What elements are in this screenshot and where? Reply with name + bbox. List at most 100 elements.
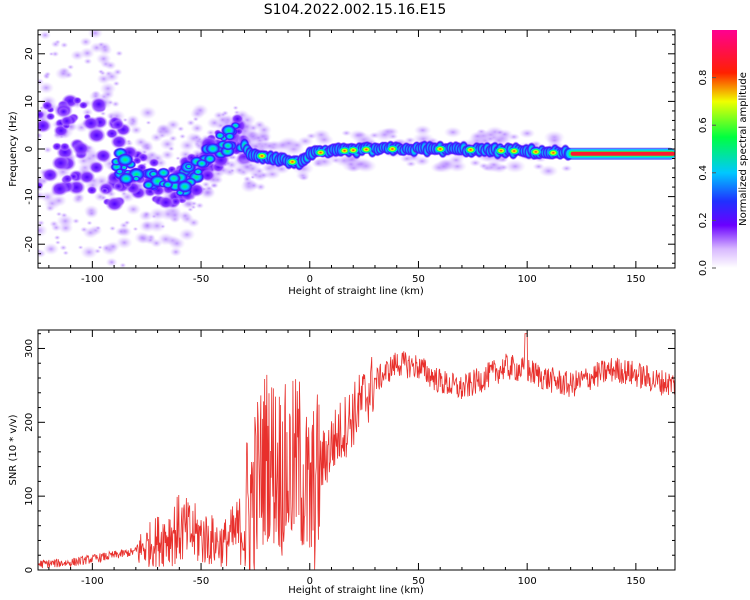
spectrogram-cell — [110, 134, 128, 149]
spectrogram-cell — [38, 118, 52, 133]
spectrogram-cell — [41, 167, 59, 183]
spectrogram-cell — [90, 97, 108, 112]
spectrogram-cell — [38, 223, 48, 238]
spectrogram-cell — [547, 148, 560, 157]
spectrogram-cell — [147, 218, 166, 233]
spectrogram-cell — [38, 109, 46, 120]
spectrogram-cell — [87, 30, 103, 39]
spectrogram-cell — [150, 238, 163, 248]
spectrogram-cell — [386, 145, 399, 153]
y-tick-label: 20 — [24, 47, 35, 60]
spectrogram-cell — [104, 60, 117, 70]
spectrogram-cell — [192, 116, 200, 122]
spectrogram-cell — [72, 218, 80, 225]
spectrogram-cell — [314, 133, 334, 146]
spectrogram-cell — [486, 160, 502, 170]
spectrogram-cell — [54, 240, 61, 245]
x-tick-label: -100 — [81, 274, 104, 285]
spectrogram-cell — [495, 146, 508, 155]
spectrogram-cell — [79, 37, 93, 47]
spectrogram-cell — [255, 151, 268, 160]
spectrogram-cell — [45, 112, 56, 121]
spectrogram-cell — [298, 174, 310, 182]
spectrogram-cell — [157, 195, 174, 210]
spectrogram-cell — [508, 147, 521, 156]
spectrogram-cell — [221, 140, 235, 151]
spectrogram-cell — [82, 226, 99, 239]
spectrogram-cell — [115, 236, 133, 250]
spectrogram-cell — [190, 122, 205, 134]
spectrogram-cell — [72, 141, 90, 156]
colorbar-gradient — [712, 30, 737, 268]
spectrogram-cell — [504, 159, 527, 174]
spectrogram-cell — [79, 47, 95, 60]
spectrogram-cell — [105, 196, 124, 212]
spectrogram-cell — [166, 172, 182, 185]
snr-x-ticks: -100 -50 0 50 100 150 — [48, 330, 659, 587]
spectrogram-cell — [38, 81, 55, 94]
spectrogram-cell — [314, 148, 327, 157]
spectrogram-cell — [72, 96, 82, 105]
spectrogram-cell — [311, 159, 325, 168]
spectrogram-cell — [538, 164, 559, 178]
spectrogram-cell — [125, 203, 142, 216]
spectrogram-cell — [106, 241, 121, 252]
x-tick-label: 50 — [412, 576, 425, 587]
spectrogram-cell — [101, 89, 115, 100]
spectrogram-cell — [195, 202, 205, 209]
snr-panel: -100 -50 0 50 100 150 0 100 200 300 Height of st… — [8, 329, 676, 596]
spectrogram-cell — [50, 223, 62, 232]
colorbar-tick-label: 0.2 — [698, 212, 709, 228]
spectrogram-cell — [240, 162, 255, 172]
spectrogram-cell — [62, 174, 73, 184]
spectrogram-cell — [44, 71, 52, 77]
spectrogram-cell — [88, 160, 105, 174]
spectrogram-cell — [51, 155, 71, 171]
spectrogram-cell — [119, 262, 127, 268]
x-tick-label: -100 — [81, 576, 104, 587]
spectrogram-cell — [529, 147, 542, 156]
spectrogram-cell — [59, 244, 68, 251]
spectrogram-cell — [204, 142, 221, 155]
spectrogram-cell — [214, 131, 226, 140]
spectrogram-cell — [50, 40, 61, 48]
x-tick-label: 50 — [412, 274, 425, 285]
spectrogram-cell — [56, 214, 75, 229]
spectrogram-cell — [77, 245, 84, 250]
x-tick-label: 0 — [307, 576, 313, 587]
spectrogram-cell — [191, 103, 209, 117]
spectrogram-cell — [60, 212, 68, 219]
spectrogram-cell — [216, 115, 229, 125]
colorbar: 0.0 0.2 0.4 0.6 0.8 Normalized spectral ampl… — [698, 30, 749, 276]
spectrogram-cell — [178, 228, 196, 242]
spectrogram-cell — [86, 220, 93, 226]
spectrogram-cell — [262, 141, 278, 151]
spectrogram-cell — [115, 226, 128, 237]
x-tick-label: 100 — [518, 274, 537, 285]
y-tick-label: 200 — [24, 413, 35, 432]
spectrogram-cell — [348, 129, 368, 142]
spectrogram-x-ticks: -100 -50 0 50 100 150 — [48, 30, 659, 285]
spectrogram-cell — [338, 146, 351, 155]
spectrogram-cell — [97, 69, 105, 75]
colorbar-tick-label: 0.0 — [698, 260, 709, 276]
spectrogram-cell — [54, 67, 72, 81]
snr-y-ticks: 0 100 200 300 — [24, 333, 675, 573]
figure-title: S104.2022.002.15.16.E15 — [263, 2, 447, 18]
spectrogram-cell — [45, 204, 56, 213]
spectrogram-cell — [59, 142, 71, 152]
spectrogram-cell — [176, 180, 194, 194]
spectrogram-cell — [132, 226, 139, 232]
spectrogram-cell — [83, 57, 93, 65]
spectrogram-cell — [192, 167, 204, 176]
spectrogram-cell — [105, 257, 118, 267]
y-tick-label: -10 — [24, 188, 35, 204]
spectrogram-cell — [115, 50, 124, 57]
spectrogram-cell — [160, 224, 166, 229]
spectrogram-cell — [156, 123, 172, 135]
spectrogram-cell — [345, 160, 357, 168]
spectrogram-cell — [142, 180, 155, 190]
spectrogram-cell — [110, 269, 123, 279]
spectrogram-cell — [469, 131, 486, 142]
spectrogram-cell — [50, 181, 69, 197]
